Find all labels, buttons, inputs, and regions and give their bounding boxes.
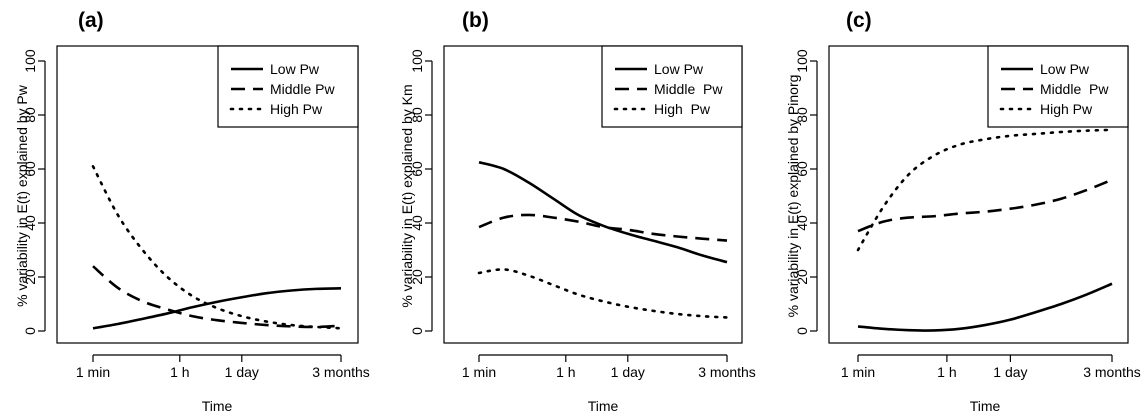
- panel-title: (a): [78, 9, 104, 32]
- legend-label: High Pw: [654, 101, 711, 117]
- legend-box: [601, 45, 743, 128]
- series-line-dashed: [857, 178, 1113, 233]
- plot-frame: [56, 45, 359, 344]
- y-tick-label: 20: [409, 269, 425, 285]
- y-tick-label: 0: [22, 327, 38, 335]
- y-tick-label: 40: [22, 215, 38, 231]
- panel-title: (b): [462, 9, 489, 32]
- x-tick-label: 1 h: [556, 364, 575, 380]
- series-line-dashed: [92, 265, 342, 329]
- x-tick-label: 1 h: [170, 364, 189, 380]
- plot-frame: [828, 45, 1129, 344]
- y-axis-label: % variability in E(t) explained by Km: [399, 84, 415, 307]
- legend-box: [987, 45, 1129, 128]
- y-tick-label: 80: [22, 107, 38, 123]
- legend-box: [217, 45, 359, 128]
- y-tick-label: 0: [409, 327, 425, 335]
- series-line-dashed: [478, 213, 728, 242]
- y-tick-label: 40: [794, 215, 810, 231]
- panel-c: (c) 0 20 40 60 80 100 % variability in E(t) exp…: [785, 9, 1141, 414]
- y-tick-label: 20: [794, 269, 810, 285]
- series-line-solid: [92, 287, 342, 330]
- x-axis-label: Time: [588, 398, 619, 414]
- y-tick-label: 60: [409, 161, 425, 177]
- x-tick-label: 3 months: [1083, 364, 1141, 380]
- x-tick-label: 1 h: [937, 364, 956, 380]
- x-tick-label: 1 day: [611, 364, 645, 380]
- legend: Low Pw Middle Pw High Pw: [217, 45, 359, 128]
- y-tick-label: 40: [409, 215, 425, 231]
- panel-b: (b) 0 20 40 60 80 100 % variability in E(t) exp…: [399, 9, 756, 414]
- x-tick-label: 1 day: [993, 364, 1027, 380]
- y-tick-label: 60: [794, 161, 810, 177]
- legend-label: High Pw: [1040, 101, 1093, 117]
- x-axis-label: Time: [970, 398, 1001, 414]
- x-tick-label: 3 months: [698, 364, 756, 380]
- y-axis-label: % variability in E(t) explained by Pw: [14, 84, 30, 307]
- legend-label: Low Pw: [1040, 61, 1090, 77]
- series-line-dotted: [477, 268, 729, 319]
- y-tick-label: 100: [409, 49, 425, 73]
- y-tick-label: 0: [794, 327, 810, 335]
- x-tick-label: 3 months: [312, 364, 370, 380]
- series-line-dotted: [91, 165, 343, 330]
- x-tick-label: 1 min: [76, 364, 110, 380]
- x-tick-label: 1 min: [841, 364, 875, 380]
- series-line-dotted: [856, 128, 1114, 252]
- legend: Low Pw Middle Pw High Pw: [987, 45, 1129, 128]
- series-line-solid: [478, 160, 728, 264]
- panel-title: (c): [846, 9, 872, 32]
- y-tick-label: 80: [794, 107, 810, 123]
- panel-a: (a) 0 20 40 60 80 100 % variability in E(t) exp…: [14, 9, 370, 414]
- y-tick-label: 100: [22, 49, 38, 73]
- y-tick-label: 20: [22, 269, 38, 285]
- legend: Low Pw Middle Pw High Pw: [601, 45, 743, 128]
- y-axis-label: % variability in E(t) explained by Pinor…: [785, 75, 801, 318]
- y-tick-label: 60: [22, 161, 38, 177]
- legend-label: Middle Pw: [270, 81, 335, 97]
- y-tick-label: 80: [409, 107, 425, 123]
- y-tick-label: 100: [794, 49, 810, 73]
- legend-label: Low Pw: [654, 61, 704, 77]
- series-line-solid: [857, 282, 1113, 332]
- x-tick-label: 1 day: [225, 364, 259, 380]
- x-tick-label: 1 min: [462, 364, 496, 380]
- legend-label: High Pw: [270, 101, 323, 117]
- plot-frame: [443, 45, 743, 344]
- legend-label: Low Pw: [270, 61, 320, 77]
- legend-label: Middle Pw: [654, 81, 723, 97]
- x-axis-label: Time: [202, 398, 233, 414]
- legend-label: Middle Pw: [1040, 81, 1109, 97]
